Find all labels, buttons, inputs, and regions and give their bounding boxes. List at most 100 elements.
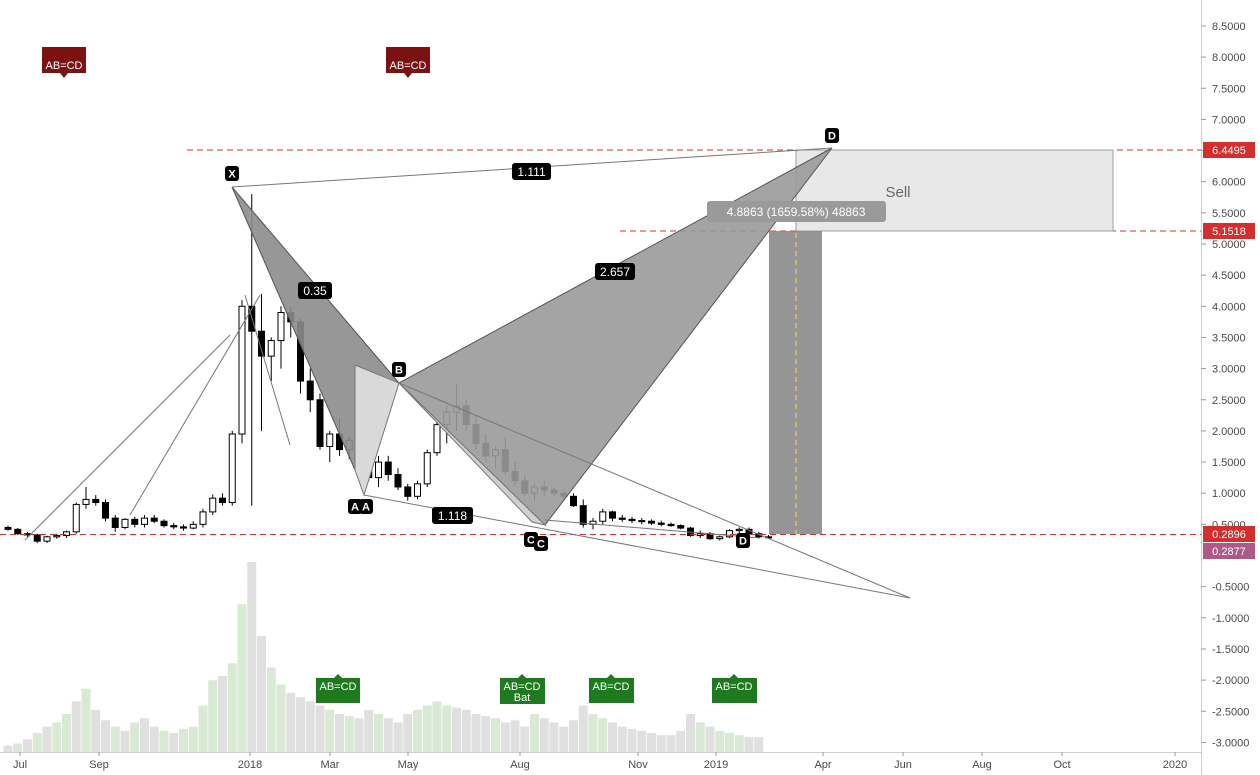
candle-26[interactable] xyxy=(258,330,265,357)
candle-68[interactable] xyxy=(667,523,675,527)
candle-27[interactable] xyxy=(267,340,275,357)
volume-bar-76 xyxy=(744,737,754,752)
candle-19[interactable] xyxy=(189,523,197,529)
candle-12[interactable] xyxy=(121,518,129,528)
candle-21[interactable] xyxy=(209,497,217,513)
marker-abcd-bull-2[interactable] xyxy=(589,678,634,703)
volume-bar-56 xyxy=(549,722,559,752)
volume-bar-7 xyxy=(71,701,81,752)
price-tags: 6.4495 5.1518 0.2896 0.2877 xyxy=(1203,142,1255,559)
volume-bar-49 xyxy=(481,716,491,752)
measure-label-box xyxy=(707,201,886,222)
bearish-markers: AB=CD AB=CD xyxy=(42,47,430,78)
volume-bar-64 xyxy=(627,728,637,752)
volume-bar-58 xyxy=(569,720,578,752)
candle-62[interactable] xyxy=(609,511,616,519)
candle-39[interactable] xyxy=(384,461,392,476)
volume-bar-6 xyxy=(62,714,71,752)
volume-bar-26 xyxy=(257,635,266,752)
candle-58[interactable] xyxy=(570,495,577,507)
volume-bar-13 xyxy=(130,722,140,752)
candle-63[interactable] xyxy=(618,517,626,520)
candle-22[interactable] xyxy=(219,497,226,504)
marker-abcd-bat[interactable] xyxy=(500,678,545,704)
candle-32[interactable] xyxy=(316,399,324,447)
volume-bar-25 xyxy=(247,562,257,752)
x-tick-label-8: Apr xyxy=(814,759,831,771)
x-tick-label-7: 2019 xyxy=(704,759,728,771)
marker-bat-label: Bat xyxy=(514,692,531,704)
candle-69[interactable] xyxy=(677,525,685,529)
marker-abcd-bear-2[interactable] xyxy=(386,47,430,73)
candle-17[interactable] xyxy=(170,525,178,528)
candle-3[interactable] xyxy=(33,534,41,542)
price-tag-2 xyxy=(1203,526,1255,542)
volume-bar-20 xyxy=(198,705,208,752)
candle-9[interactable] xyxy=(92,498,100,504)
candle-18[interactable] xyxy=(180,526,187,529)
candle-64[interactable] xyxy=(628,518,636,522)
y-tick-label-1: 8.0000 xyxy=(1212,52,1246,64)
point-d-label: D xyxy=(739,536,747,548)
volume-bar-45 xyxy=(442,705,452,752)
candle-4[interactable] xyxy=(43,536,51,542)
candle-0[interactable] xyxy=(4,526,12,530)
candle-44[interactable] xyxy=(433,424,441,454)
ratio-label-ac: 1.118 xyxy=(438,509,467,523)
marker-abcd-bear-1[interactable] xyxy=(42,47,86,73)
marker-abcd-bat-label: AB=CD xyxy=(504,681,541,693)
candle-1[interactable] xyxy=(14,528,22,535)
candle-6[interactable] xyxy=(63,531,70,537)
candle-28[interactable] xyxy=(277,312,285,342)
volume-bar-23 xyxy=(227,663,237,752)
y-tick-label-7: 5.0000 xyxy=(1212,239,1246,251)
candle-24[interactable] xyxy=(238,305,246,435)
candle-7[interactable] xyxy=(72,503,80,533)
candle-66[interactable] xyxy=(648,520,655,524)
volume-bar-39 xyxy=(383,718,393,752)
candle-43[interactable] xyxy=(423,452,431,485)
candle-23[interactable] xyxy=(228,433,236,504)
y-tick-label-10: 3.5000 xyxy=(1212,332,1246,344)
volume-bar-71 xyxy=(695,722,705,752)
pattern-points: X A A B C C D D xyxy=(225,128,839,551)
candle-42[interactable] xyxy=(414,483,421,497)
candle-33[interactable] xyxy=(326,433,334,447)
candle-8[interactable] xyxy=(82,498,90,505)
candle-59[interactable] xyxy=(579,505,587,525)
candle-41[interactable] xyxy=(404,486,412,497)
volume-bar-62 xyxy=(608,722,617,752)
candle-61[interactable] xyxy=(599,511,607,522)
volume-bar-40 xyxy=(393,722,403,752)
candle-75[interactable] xyxy=(735,528,743,532)
candle-40[interactable] xyxy=(394,474,402,488)
y-tick-label-19: -1.5000 xyxy=(1212,644,1249,656)
volume-bar-48 xyxy=(471,714,481,752)
candle-67[interactable] xyxy=(657,522,665,525)
candle-5[interactable] xyxy=(53,535,61,538)
volume-bar-5 xyxy=(52,722,62,752)
candle-16[interactable] xyxy=(160,520,168,527)
volume-bar-75 xyxy=(734,735,744,752)
candle-65[interactable] xyxy=(638,520,646,523)
marker-abcd-bear-2-label: AB=CD xyxy=(390,60,427,72)
point-a-label-2: A xyxy=(362,502,370,514)
candle-10[interactable] xyxy=(102,502,109,519)
marker-abcd-bull-1[interactable] xyxy=(316,678,360,703)
candle-14[interactable] xyxy=(141,517,148,525)
candle-38[interactable] xyxy=(375,461,382,479)
volume-bar-18 xyxy=(179,728,188,752)
candle-20[interactable] xyxy=(199,511,207,525)
y-tick-label-17: -0.5000 xyxy=(1212,582,1249,594)
candle-15[interactable] xyxy=(150,517,158,522)
x-tick-label-0: Jul xyxy=(13,759,27,771)
volume-bar-27 xyxy=(266,667,276,752)
candle-74[interactable] xyxy=(726,530,733,538)
measure-label: 4.8863 (1659.58%) 48863 xyxy=(727,205,866,219)
candle-73[interactable] xyxy=(716,536,724,540)
marker-abcd-bull-3[interactable] xyxy=(712,678,757,703)
candle-13[interactable] xyxy=(131,518,139,525)
candle-11[interactable] xyxy=(111,517,119,528)
candle-31[interactable] xyxy=(306,380,314,401)
